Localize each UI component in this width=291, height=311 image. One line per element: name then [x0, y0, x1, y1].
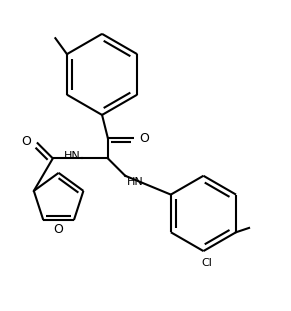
- Text: O: O: [21, 135, 31, 147]
- Text: Cl: Cl: [201, 258, 212, 268]
- Text: O: O: [140, 132, 150, 145]
- Text: HN: HN: [127, 177, 143, 187]
- Text: HN: HN: [64, 151, 80, 161]
- Text: O: O: [54, 223, 63, 236]
